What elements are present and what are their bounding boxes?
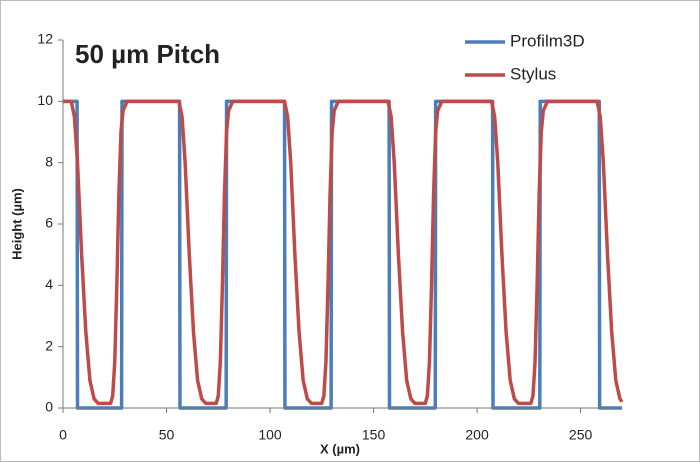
y-tick-label: 12 bbox=[37, 31, 53, 47]
x-tick-label: 150 bbox=[362, 427, 386, 443]
x-tick-label: 200 bbox=[465, 427, 489, 443]
x-tick-label: 0 bbox=[59, 427, 67, 443]
data-line bbox=[63, 99, 624, 406]
y-axis-label: Height (µm) bbox=[9, 188, 24, 260]
legend-label: Profilm3D bbox=[510, 31, 585, 50]
x-tick-label: 50 bbox=[159, 427, 175, 443]
y-tick-label: 2 bbox=[45, 337, 53, 353]
x-tick-label: 100 bbox=[258, 427, 282, 443]
chart-title: 50 µm Pitch bbox=[75, 39, 220, 69]
legend-label: Stylus bbox=[510, 64, 556, 83]
y-tick-label: 8 bbox=[45, 153, 53, 169]
y-tick-label: 6 bbox=[45, 215, 53, 231]
y-tick-label: 0 bbox=[45, 399, 53, 415]
x-tick-label: 250 bbox=[569, 427, 593, 443]
y-tick-label: 10 bbox=[37, 92, 53, 108]
x-axis-label: X (µm) bbox=[320, 441, 360, 456]
y-tick-label: 4 bbox=[45, 276, 53, 292]
